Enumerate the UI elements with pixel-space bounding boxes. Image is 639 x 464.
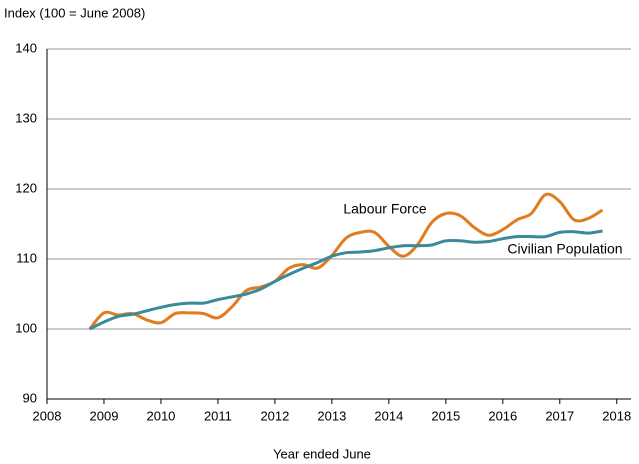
series-annotation: Labour Force [343,201,426,217]
x-tick-label: 2011 [204,408,232,423]
x-tick-label: 2015 [431,408,460,423]
series-annotation: Civilian Population [507,241,622,257]
x-tick-label: 2010 [146,408,175,423]
series-line [89,229,603,331]
y-tick-label: 110 [16,250,37,265]
x-tick-label: 2013 [317,408,346,423]
x-tick-label: 2008 [33,408,62,423]
x-tick-label: 2009 [90,408,119,423]
x-tick-label: 2012 [260,408,289,423]
x-tick-label: 2016 [488,408,517,423]
x-tick-label: 2014 [374,408,403,423]
x-tick-label: 2017 [545,408,574,423]
y-tick-label: 120 [15,180,37,195]
y-tick-label: 90 [23,390,37,405]
y-tick-label: 100 [15,320,37,335]
series-line [88,192,604,330]
y-tick-label: 130 [15,110,37,125]
y-axis-label: Index (100 = June 2008) [4,5,145,20]
y-tick-label: 140 [15,40,37,55]
x-axis-label: Year ended June [273,446,371,461]
x-tick-label: 2018 [602,408,631,423]
